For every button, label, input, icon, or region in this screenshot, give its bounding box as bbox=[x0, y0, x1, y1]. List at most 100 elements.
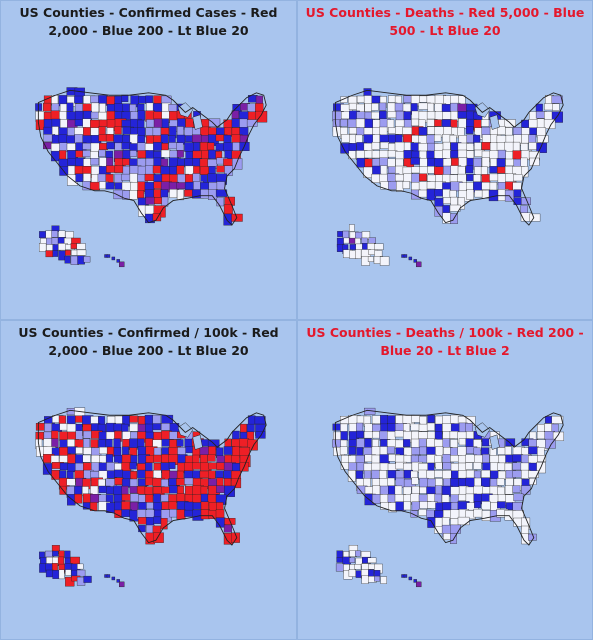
hawaii-island bbox=[415, 261, 422, 268]
county-cell bbox=[545, 438, 556, 449]
county-cell bbox=[457, 111, 468, 119]
panel-deaths-per-100k: US Counties - Deaths / 100k - Red 200 - … bbox=[297, 320, 593, 640]
county-cell bbox=[176, 439, 184, 447]
county-cell bbox=[497, 470, 506, 480]
county-cell bbox=[200, 509, 210, 520]
county-cell bbox=[52, 550, 59, 557]
county-cell bbox=[450, 439, 458, 448]
county-cell bbox=[481, 119, 490, 127]
county-cell bbox=[355, 249, 362, 259]
county-cell bbox=[371, 95, 382, 104]
county-cell bbox=[348, 143, 357, 152]
county-cell bbox=[254, 416, 266, 425]
county-cell bbox=[457, 197, 465, 210]
hawaii-island bbox=[415, 581, 422, 588]
county-cell bbox=[458, 118, 468, 129]
county-cell bbox=[43, 102, 52, 112]
county-cell bbox=[169, 189, 178, 198]
county-cell bbox=[216, 485, 225, 493]
county-cell bbox=[176, 509, 186, 520]
county-cell bbox=[130, 493, 139, 502]
county-cell bbox=[457, 149, 468, 158]
county-cell bbox=[411, 501, 421, 511]
county-cell bbox=[410, 510, 418, 518]
county-cell bbox=[52, 570, 60, 579]
county-cell bbox=[450, 196, 458, 207]
county-cell bbox=[380, 141, 390, 149]
hawaii-island bbox=[408, 256, 413, 261]
hawaii-island bbox=[118, 581, 125, 588]
county-cells bbox=[35, 87, 268, 268]
county-cell bbox=[427, 126, 436, 135]
us-county-map bbox=[332, 88, 564, 268]
us-outline bbox=[37, 89, 267, 226]
county-cell bbox=[426, 470, 435, 479]
county-cell bbox=[129, 486, 138, 494]
county-cell bbox=[114, 165, 124, 173]
county-cell bbox=[185, 485, 194, 495]
county-cell bbox=[192, 462, 202, 470]
county-cell bbox=[521, 485, 531, 495]
county-cell bbox=[536, 142, 547, 153]
county-cell bbox=[513, 189, 522, 197]
county-cell bbox=[199, 166, 210, 175]
county-cell bbox=[411, 118, 420, 127]
county-cell bbox=[91, 102, 100, 114]
county-cell bbox=[51, 103, 60, 112]
county-cell bbox=[99, 103, 106, 114]
us-outline bbox=[334, 409, 564, 546]
county-cell bbox=[193, 165, 200, 174]
county-cell bbox=[410, 493, 420, 503]
county-cell bbox=[52, 250, 59, 257]
county-cell bbox=[184, 127, 193, 137]
county-cell bbox=[426, 111, 436, 120]
county-cell bbox=[512, 485, 521, 493]
county-cell bbox=[354, 564, 362, 570]
county-cell bbox=[59, 439, 69, 448]
county-cell bbox=[361, 575, 369, 584]
us-outline bbox=[334, 89, 564, 226]
county-cell bbox=[481, 157, 490, 168]
county-cell bbox=[396, 181, 404, 192]
county-cell bbox=[43, 142, 52, 150]
county-cell bbox=[39, 243, 47, 252]
county-cell bbox=[379, 485, 390, 496]
county-cell bbox=[255, 110, 268, 123]
county-cell bbox=[379, 462, 390, 471]
county-cell bbox=[435, 462, 443, 470]
county-cell bbox=[82, 150, 91, 158]
county-cell bbox=[552, 431, 564, 441]
county-cell bbox=[543, 119, 556, 129]
county-cell bbox=[106, 431, 115, 440]
county-cell bbox=[137, 469, 146, 479]
great-lake bbox=[489, 114, 500, 130]
county-cell bbox=[114, 126, 122, 135]
us-county-map bbox=[35, 87, 268, 268]
county-cell bbox=[129, 423, 139, 432]
county-cell bbox=[121, 94, 129, 102]
county-cell bbox=[184, 181, 195, 190]
county-cell bbox=[64, 550, 71, 559]
county-cell bbox=[129, 415, 138, 423]
county-cell bbox=[137, 463, 146, 471]
county-cell bbox=[442, 470, 452, 480]
hawaii-island bbox=[111, 576, 116, 581]
county-cell bbox=[43, 111, 52, 121]
county-cell bbox=[176, 189, 184, 201]
county-cell bbox=[146, 502, 154, 510]
county-cell bbox=[152, 213, 162, 222]
hawaii-island bbox=[403, 574, 408, 578]
county-cell bbox=[474, 477, 482, 488]
county-cell bbox=[457, 127, 465, 137]
county-cell bbox=[137, 135, 145, 144]
county-cell bbox=[64, 255, 71, 264]
county-cell bbox=[474, 142, 482, 151]
county-cell bbox=[90, 127, 100, 137]
county-cell bbox=[356, 430, 364, 439]
county-cell bbox=[99, 143, 108, 150]
us-county-map bbox=[332, 407, 564, 588]
county-cell bbox=[145, 455, 155, 463]
county-cell bbox=[193, 142, 200, 152]
county-cell bbox=[153, 470, 162, 479]
county-cell bbox=[379, 134, 390, 143]
